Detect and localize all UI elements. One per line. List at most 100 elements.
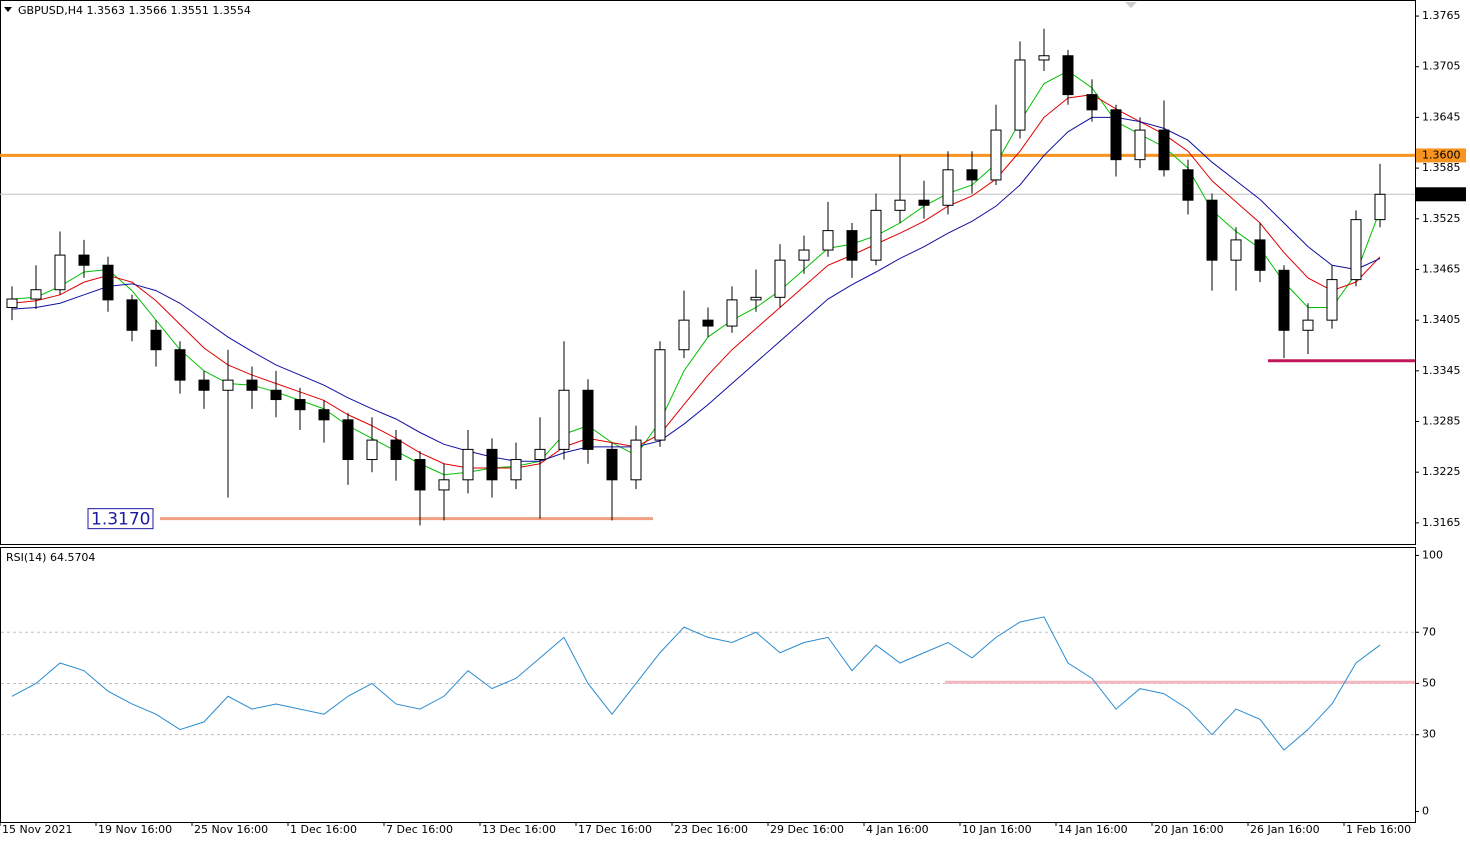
x-tick-label: 26 Jan 16:00 [1250,823,1320,836]
candle-body [78,254,90,266]
chart-title: GBPUSD,H4 1.3563 1.3566 1.3551 1.3554 [18,4,251,17]
y-tick-label: 1.3585 [1422,161,1461,174]
candle-body [1206,199,1218,261]
y-tick-label: 1.3465 [1422,262,1461,275]
y-tick-label: 70 [1422,625,1436,638]
price-label-bg [1416,148,1466,163]
candle-body [1110,109,1122,161]
rsi-panel [0,547,1416,823]
candle-body [246,379,258,391]
candle-body [774,259,786,298]
candle-body [462,448,474,481]
candle-body [366,439,378,461]
indicator-line [11,94,1381,469]
candle-body [846,230,858,261]
candle-body [438,479,450,491]
candle-body [318,409,330,421]
candle-body [558,389,570,450]
indicator-line [11,70,1381,476]
candle-body [678,319,690,351]
y-tick-label: 1.3705 [1422,60,1461,73]
candle-body [606,448,618,481]
candle-body [1134,129,1146,161]
x-tick-label: 1 Dec 16:00 [290,823,357,836]
candle-body [1326,279,1338,321]
x-tick-label: 29 Dec 16:00 [770,823,844,836]
candle-body [342,419,354,461]
candle-body [6,298,18,308]
y-tick-label: 30 [1422,728,1436,741]
candle-body [1302,319,1314,331]
candle-body [582,389,594,450]
candle-body [1254,239,1266,271]
candle-body [918,199,930,206]
candle-body [870,209,882,261]
level-label-box [87,508,154,530]
candle-body [894,199,906,211]
x-tick-label: 19 Nov 16:00 [98,823,172,836]
y-tick-label: 1.3645 [1422,110,1461,123]
y-tick-label: 1.3225 [1422,465,1461,478]
y-tick-label: 1.3285 [1422,415,1461,428]
x-tick-label: 20 Jan 16:00 [1154,823,1224,836]
candle-body [822,230,834,251]
y-tick-label: 1.3525 [1422,212,1461,225]
x-tick-label: 14 Jan 16:00 [1058,823,1128,836]
menu-arrow [4,7,12,12]
candle-body [486,448,498,481]
candle-body [702,319,714,327]
y-tick-label: 1.3345 [1422,364,1461,377]
price-label-bg [1416,187,1466,202]
x-tick-label: 10 Jan 16:00 [962,823,1032,836]
level-label: 1.3170 [91,510,150,530]
candle-body [654,349,666,441]
candle-body [990,129,1002,181]
price-panel [0,0,1416,545]
candle-body [30,289,42,300]
candle-body [150,329,162,351]
candle-body [750,296,762,301]
x-tick-label: 1 Feb 16:00 [1346,823,1411,836]
candle-body [198,379,210,391]
candle-body [534,448,546,461]
candle-body [390,439,402,461]
y-tick-label: 100 [1422,548,1443,561]
candle-body [966,169,978,181]
x-tick-label: 23 Dec 16:00 [674,823,748,836]
x-tick-label: 13 Dec 16:00 [482,823,556,836]
y-tick-label: 1.3765 [1422,9,1461,22]
candle-body [174,349,186,381]
candle-body [1014,59,1026,131]
indicator-line [11,116,1381,462]
x-tick-label: 7 Dec 16:00 [386,823,453,836]
candle-body [630,439,642,481]
candle-body [798,249,810,261]
rsi-title: RSI(14) 64.5704 [6,551,95,564]
candle-body [1374,193,1386,221]
candle-body [1086,94,1098,111]
candle-body [294,399,306,411]
candle-body [1182,169,1194,201]
candle-body [1038,55,1050,61]
candle-body [1230,239,1242,261]
y-tick-label: 0 [1422,805,1429,818]
x-tick-label: 17 Dec 16:00 [578,823,652,836]
candle-body [222,379,234,391]
x-tick-label: 15 Nov 2021 [2,823,72,836]
candle-body [942,169,954,206]
candle-body [1062,55,1074,96]
candle-body [510,459,522,481]
candle-body [1158,129,1170,171]
candle-body [126,299,138,331]
y-tick-label: 1.3405 [1422,313,1461,326]
candle-body [102,264,114,301]
indicator-line [11,616,1381,751]
candle-body [1278,269,1290,331]
candle-body [414,459,426,491]
y-tick-label: 50 [1422,676,1436,689]
y-tick-label: 1.3165 [1422,516,1461,529]
x-tick-label: 4 Jan 16:00 [866,823,929,836]
shift-marker [1125,2,1137,8]
